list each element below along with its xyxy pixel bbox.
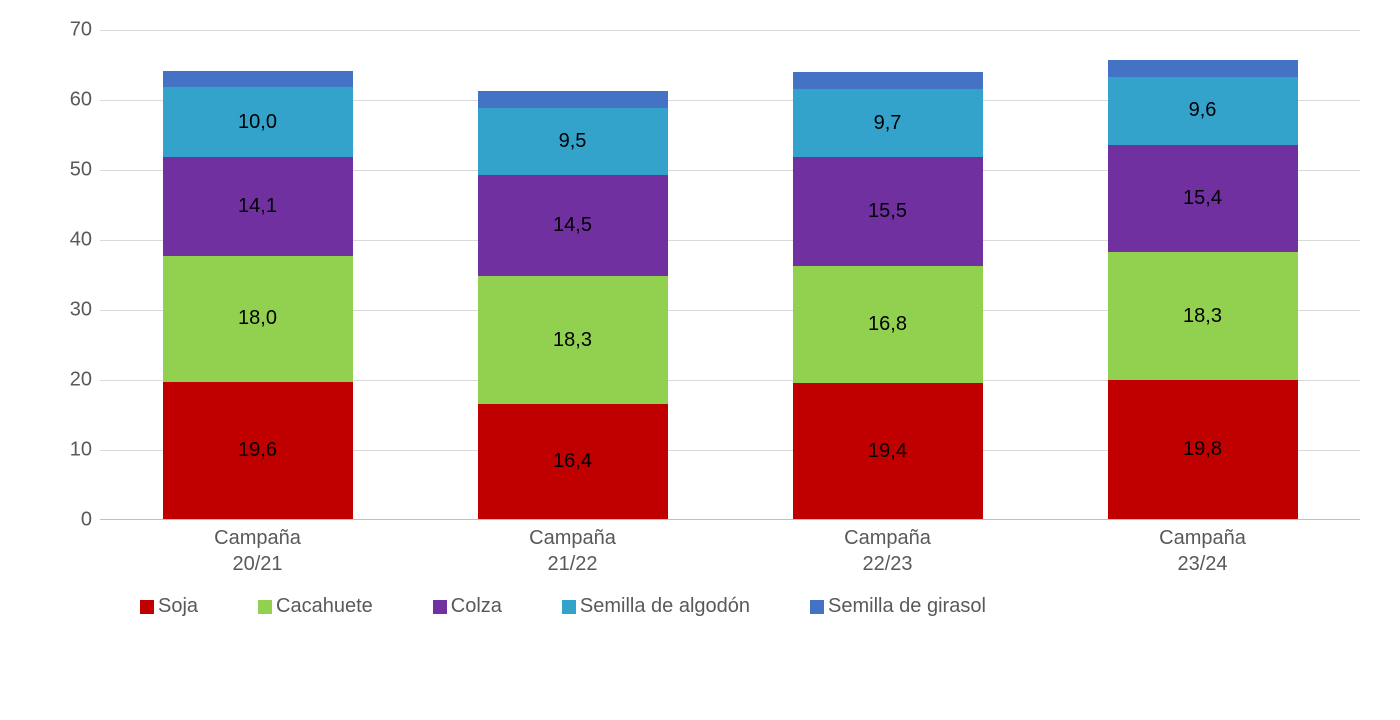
- bar-segment: 19,4: [793, 383, 983, 519]
- bar-segment: 19,6: [163, 382, 353, 519]
- bar-segment: 16,8: [793, 266, 983, 384]
- legend-swatch-icon: [433, 600, 447, 614]
- bar-segment: [793, 72, 983, 90]
- legend-swatch-icon: [140, 600, 154, 614]
- legend-swatch-icon: [810, 600, 824, 614]
- legend-item: Soja: [140, 595, 198, 618]
- y-tick-label: 60: [32, 89, 92, 112]
- bar-segment: 18,3: [478, 276, 668, 404]
- legend-swatch-icon: [258, 600, 272, 614]
- bar-segment: 9,5: [478, 108, 668, 175]
- legend-item: Cacahuete: [258, 595, 373, 618]
- bar-segment: 15,5: [793, 157, 983, 266]
- bar-segment: 9,6: [1108, 77, 1298, 144]
- legend-item: Semilla de girasol: [810, 595, 986, 618]
- bar-segment: [1108, 60, 1298, 78]
- legend-label: Soja: [158, 595, 198, 618]
- bar-group: 19,818,315,49,6: [1108, 60, 1298, 519]
- y-tick-label: 20: [32, 369, 92, 392]
- bar-segment: 16,4: [478, 404, 668, 519]
- bar-segment: 14,1: [163, 157, 353, 256]
- stacked-bar-chart: 19,618,014,110,016,418,314,59,519,416,81…: [20, 20, 1380, 620]
- legend-swatch-icon: [562, 600, 576, 614]
- y-tick-label: 70: [32, 19, 92, 42]
- bar-group: 16,418,314,59,5: [478, 91, 668, 519]
- bars-wrapper: 19,618,014,110,016,418,314,59,519,416,81…: [100, 30, 1360, 519]
- legend-label: Cacahuete: [276, 595, 373, 618]
- bar-segment: 15,4: [1108, 145, 1298, 253]
- bar-group: 19,416,815,59,7: [793, 72, 983, 519]
- x-tick-label: Campaña22/23: [793, 525, 983, 577]
- y-tick-label: 10: [32, 439, 92, 462]
- bar-segment: 9,7: [793, 89, 983, 157]
- bar-segment: 18,0: [163, 256, 353, 382]
- plot-area: 19,618,014,110,016,418,314,59,519,416,81…: [100, 30, 1360, 520]
- bar-segment: 19,8: [1108, 380, 1298, 519]
- bar-segment: [478, 91, 668, 108]
- y-tick-label: 30: [32, 299, 92, 322]
- x-tick-label: Campaña20/21: [163, 525, 353, 577]
- y-tick-label: 50: [32, 159, 92, 182]
- legend-label: Semilla de algodón: [580, 595, 750, 618]
- bar-segment: [163, 71, 353, 87]
- x-axis-labels: Campaña20/21 Campaña21/22 Campaña22/23 Camp…: [100, 525, 1360, 577]
- legend-label: Colza: [451, 595, 502, 618]
- x-tick-label: Campaña21/22: [478, 525, 668, 577]
- bar-segment: 14,5: [478, 175, 668, 277]
- legend-label: Semilla de girasol: [828, 595, 986, 618]
- legend: Soja Cacahuete Colza Semilla de algodón Semi…: [140, 595, 1340, 618]
- x-tick-label: Campaña23/24: [1108, 525, 1298, 577]
- legend-item: Semilla de algodón: [562, 595, 750, 618]
- bar-segment: 10,0: [163, 87, 353, 157]
- bar-group: 19,618,014,110,0: [163, 71, 353, 519]
- y-tick-label: 40: [32, 229, 92, 252]
- legend-item: Colza: [433, 595, 502, 618]
- y-tick-label: 0: [32, 509, 92, 532]
- bar-segment: 18,3: [1108, 252, 1298, 380]
